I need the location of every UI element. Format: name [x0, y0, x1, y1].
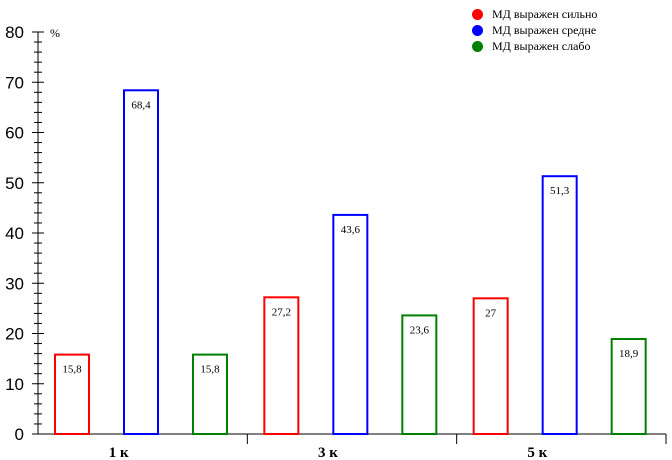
bar: [263, 296, 300, 435]
legend-item-weak: МД выражен слабо: [472, 38, 597, 54]
bar-data-label: 15,8: [62, 364, 82, 376]
bar: [541, 175, 578, 435]
y-axis-unit-label: %: [50, 26, 60, 40]
bar: [401, 314, 438, 435]
x-category-label: 1 к: [109, 445, 129, 460]
y-tick-label: 50: [5, 174, 24, 193]
bar-data-label: 43,6: [341, 224, 361, 236]
legend-marker-weak: [472, 40, 483, 52]
y-tick-label: 70: [5, 73, 24, 92]
legend-item-medium: МД выражен средне: [472, 22, 597, 38]
y-tick-label: 10: [5, 375, 24, 394]
bar: [54, 353, 90, 436]
bar-data-label: 23,6: [410, 324, 430, 336]
bar-data-label: 51,3: [550, 185, 570, 197]
bar-data-label: 27: [485, 307, 497, 319]
bar: [472, 297, 509, 436]
chart-legend: МД выражен сильно МД выражен средне МД в…: [472, 6, 597, 54]
y-tick-label: 60: [5, 124, 24, 143]
legend-marker-medium: [472, 24, 483, 36]
y-tick-label: 40: [5, 224, 24, 243]
legend-label-medium: МД выражен средне: [492, 22, 597, 37]
x-category-label: 5 к: [527, 445, 547, 460]
bar-data-label: 18,9: [619, 348, 639, 360]
bar-data-label: 15,8: [200, 364, 220, 376]
bar: [610, 338, 647, 435]
bar: [123, 89, 159, 435]
legend-marker-strong: [472, 8, 483, 20]
legend-label-strong: МД выражен сильно: [492, 6, 598, 21]
bar-data-label: 27,2: [272, 306, 291, 318]
y-tick-label: 30: [5, 274, 24, 293]
x-category-label: 3 к: [318, 445, 338, 460]
y-tick-label: 80: [5, 23, 24, 42]
legend-label-weak: МД выражен слабо: [492, 38, 591, 53]
legend-item-strong: МД выражен сильно: [472, 6, 597, 22]
bar-data-label: 68,4: [131, 99, 151, 111]
y-tick-label: 0: [15, 425, 24, 444]
bar: [192, 353, 228, 436]
bar: [332, 213, 369, 435]
y-tick-label: 20: [5, 325, 24, 344]
